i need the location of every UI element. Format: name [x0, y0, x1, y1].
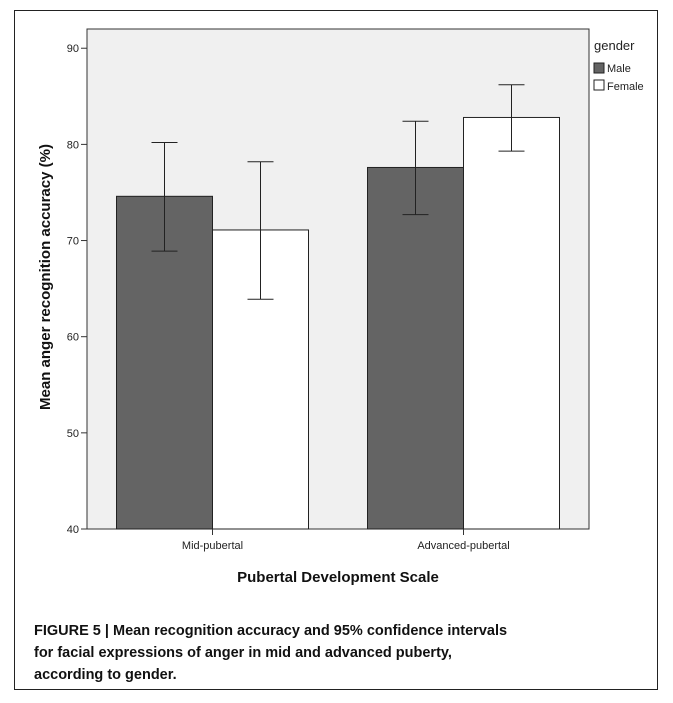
caption-line-1: FIGURE 5 | Mean recognition accuracy and… [34, 623, 508, 639]
bar-female-advanced-pubertal [463, 116, 560, 530]
legend-label-male: Male [607, 63, 631, 75]
x-tick-label-0: Mid-pubertal [182, 540, 243, 552]
y-axis-title: Mean anger recognition accuracy (%) [37, 144, 54, 410]
error-bars [151, 84, 525, 300]
bar-male-mid-pubertal [116, 195, 213, 530]
x-axis: Mid-pubertal Advanced-pubertal [182, 529, 510, 552]
figure-caption: FIGURE 5 | Mean recognition accuracy and… [34, 620, 644, 686]
x-tick-label-1: Advanced-pubertal [417, 540, 509, 552]
y-tick-label-70: 70 [67, 236, 79, 248]
y-tick-label-90: 90 [67, 43, 79, 55]
legend-swatch-male [593, 62, 605, 74]
y-tick-label-80: 80 [67, 139, 79, 151]
y-axis: 40 50 60 70 80 90 [67, 43, 87, 536]
y-tick-label-50: 50 [67, 428, 79, 440]
legend-title: gender [594, 38, 635, 53]
bar-chart: 40 50 60 70 80 90 Mid-pubertal Advanced-pubert… [37, 28, 644, 586]
error-bar-male-advanced-pubertal [402, 120, 429, 216]
caption-line-2: for facial expressions of anger in mid a… [34, 645, 452, 661]
legend: gender Male Female [593, 38, 644, 93]
legend-label-female: Female [607, 81, 644, 93]
error-bar-female-mid-pubertal [247, 161, 274, 300]
caption-line-3: according to gender. [34, 667, 177, 683]
bar-male-advanced-pubertal [367, 166, 464, 530]
y-tick-label-60: 60 [67, 332, 79, 344]
legend-swatch-female [593, 79, 605, 91]
x-axis-title: Pubertal Development Scale [237, 569, 439, 586]
error-bar-female-advanced-pubertal [498, 84, 525, 152]
y-tick-label-40: 40 [67, 524, 79, 536]
error-bar-male-mid-pubertal [151, 141, 178, 252]
